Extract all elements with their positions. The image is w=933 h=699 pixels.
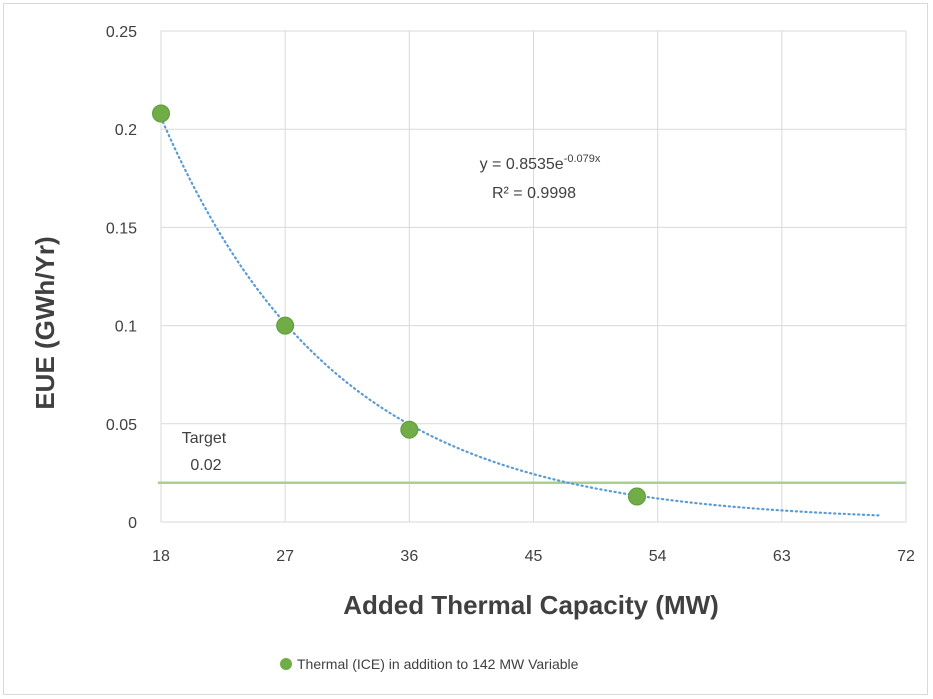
y-tick-label: 0.15: [106, 220, 137, 237]
target-label-line1: Target: [182, 430, 227, 447]
legend-marker: [280, 658, 292, 670]
x-tick-label: 72: [897, 548, 915, 565]
trendline: [159, 116, 880, 517]
y-tick-label: 0.2: [115, 122, 137, 139]
data-point: [152, 104, 170, 123]
grid-lines: [160, 30, 907, 523]
trendline-equation: y = 0.8535e-0.079x: [480, 153, 601, 173]
x-tick-label: 45: [525, 548, 543, 565]
tick-labels: 18 27 36 45 54 63 72 0 0.05 0.1 0.15 0.2 0.25: [106, 24, 915, 565]
x-tick-label: 54: [649, 548, 667, 565]
x-tick-label: 63: [773, 548, 791, 565]
data-point: [400, 420, 419, 439]
x-tick-label: 27: [276, 548, 294, 565]
x-axis-title: Added Thermal Capacity (MW): [343, 590, 719, 620]
target-label-line2: 0.02: [190, 457, 221, 474]
y-tick-label: 0.25: [106, 24, 137, 41]
trendline-equation-exponent: -0.079x: [564, 153, 601, 165]
trendline-group: [159, 116, 880, 517]
data-point: [627, 487, 646, 506]
data-point: [276, 316, 295, 335]
trendline-equation-base: y = 0.8535e: [480, 156, 564, 173]
y-tick-label: 0.1: [115, 319, 137, 336]
y-axis-title: EUE (GWh/Yr): [30, 236, 60, 409]
x-tick-label: 36: [400, 548, 418, 565]
y-tick-label: 0.05: [106, 417, 137, 434]
x-tick-label: 18: [152, 548, 170, 565]
legend-label: Thermal (ICE) in addition to 142 MW Vari…: [297, 656, 579, 672]
y-tick-label: 0: [128, 515, 137, 532]
trendline-r-squared: R² = 0.9998: [492, 185, 576, 202]
legend: Thermal (ICE) in addition to 142 MW Vari…: [280, 656, 579, 672]
data-points: [152, 104, 646, 506]
